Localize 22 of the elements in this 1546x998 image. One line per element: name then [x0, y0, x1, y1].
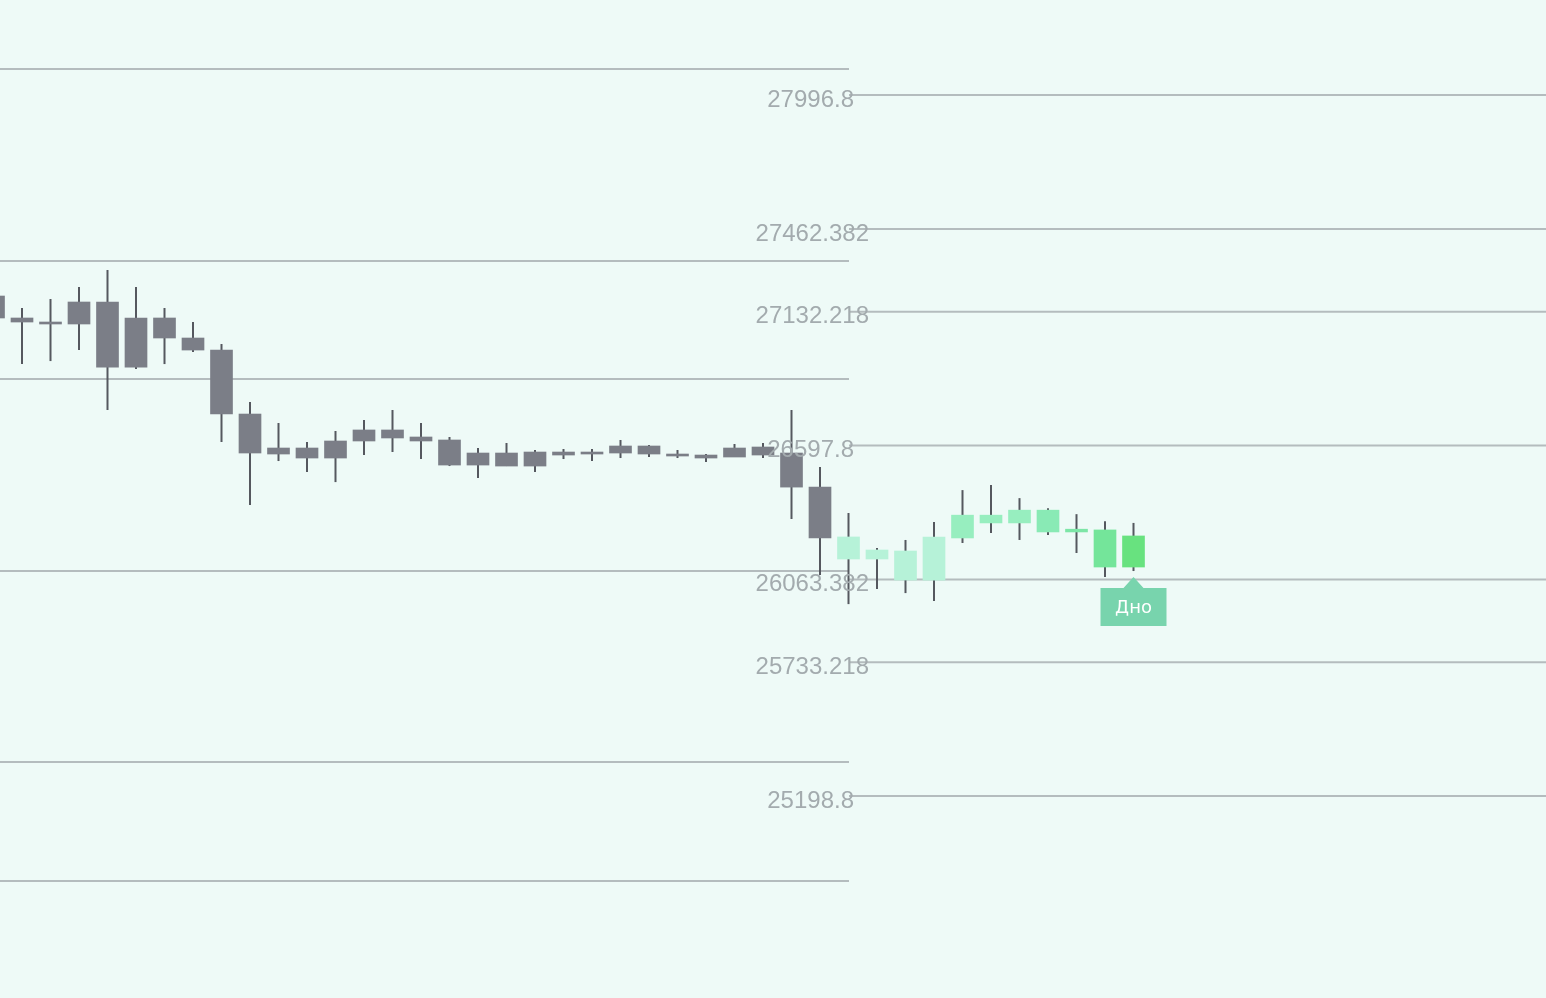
candlestick — [181, 321, 205, 354]
candlestick — [324, 429, 347, 484]
candlestick — [951, 489, 974, 544]
ref-line-label: 25733.218 — [755, 651, 869, 679]
candlestick — [609, 438, 632, 460]
candlestick — [267, 422, 290, 463]
ref-line-label: 27462.382 — [755, 218, 869, 246]
candlestick — [67, 286, 91, 352]
candlestick — [295, 441, 319, 474]
candlestick — [381, 409, 404, 454]
candlestick — [153, 307, 176, 366]
candlestick — [979, 484, 1003, 534]
candlestick — [523, 449, 547, 474]
candlestick — [466, 447, 490, 480]
candlestick — [352, 419, 376, 457]
candlestick — [1036, 507, 1060, 536]
ref-line-label: 25198.8 — [767, 785, 854, 813]
candlestick — [1065, 513, 1088, 554]
annotation: Дно — [1115, 595, 1152, 617]
candlestick — [1008, 497, 1031, 541]
ref-line-label: 27132.218 — [755, 301, 869, 329]
ref-line-label: 27996.8 — [767, 84, 854, 112]
